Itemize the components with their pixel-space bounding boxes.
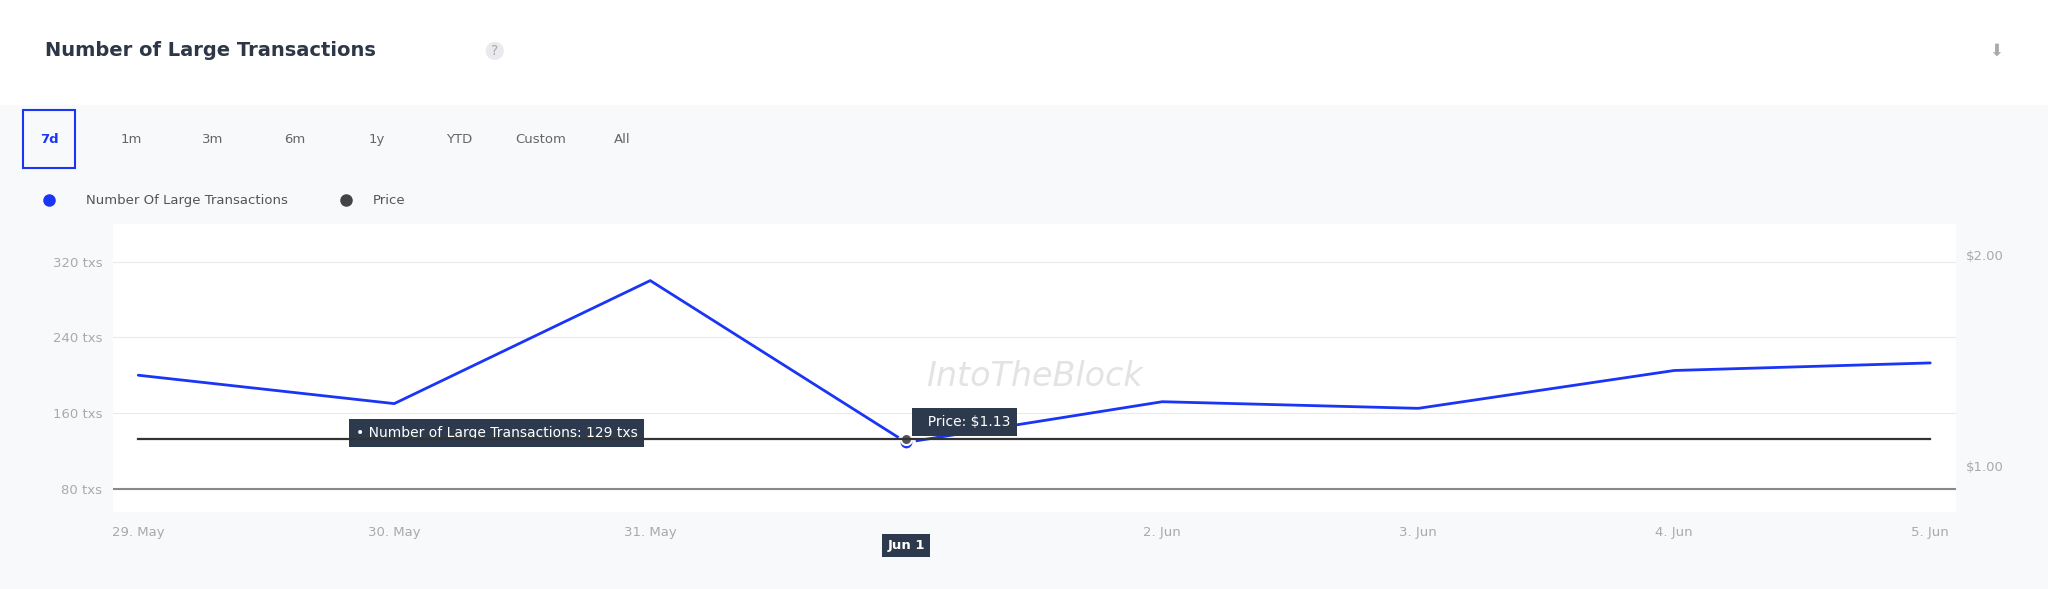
Text: 1m: 1m xyxy=(121,133,141,145)
Text: ?: ? xyxy=(492,44,498,58)
Text: Price: Price xyxy=(373,194,406,207)
Text: 6m: 6m xyxy=(285,133,305,145)
Text: 1y: 1y xyxy=(369,133,385,145)
Text: Number Of Large Transactions: Number Of Large Transactions xyxy=(86,194,289,207)
Text: IntoTheBlock: IntoTheBlock xyxy=(926,360,1143,393)
Text: • Number of Large Transactions: 129 txs: • Number of Large Transactions: 129 txs xyxy=(356,426,637,440)
Text: Number of Large Transactions: Number of Large Transactions xyxy=(45,41,377,61)
Text: Custom: Custom xyxy=(516,133,565,145)
Text: Price: $1.13: Price: $1.13 xyxy=(920,415,1010,429)
Text: 3m: 3m xyxy=(203,133,223,145)
Text: Jun 1: Jun 1 xyxy=(887,539,926,552)
Text: All: All xyxy=(614,133,631,145)
Text: 7d: 7d xyxy=(39,133,59,145)
Text: YTD: YTD xyxy=(446,133,471,145)
Text: ⬇: ⬇ xyxy=(1989,42,2003,60)
